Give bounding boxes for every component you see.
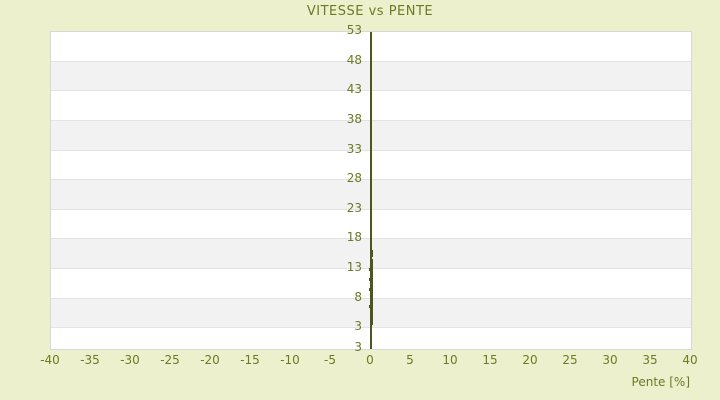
y-axis-line [370,32,372,349]
x-tick-label: 30 [602,353,618,367]
data-point [369,293,373,297]
data-point [370,251,374,255]
data-point [369,258,373,262]
x-tick-label: -20 [200,353,220,367]
y-tick-label: 18 [346,230,362,245]
y-tick-label: 33 [346,141,362,156]
data-point [369,271,373,275]
data-point [369,322,373,326]
data-point [370,319,374,323]
data-point [369,275,373,279]
x-axis-title: Pente [%] [631,375,690,389]
chart-title: VITESSE vs PENTE [306,4,434,19]
data-point [368,288,372,292]
data-point [369,300,373,304]
y-tick-label: 38 [346,111,362,126]
y-tick-label: 3 [354,319,362,334]
y-tick-label: 23 [346,200,362,215]
data-point [370,297,374,301]
data-point [369,314,373,318]
y-tick-label: 13 [346,260,362,274]
x-tick-label: 15 [482,353,498,367]
x-tick-label: -5 [324,353,336,367]
y-tick-label: 43 [346,82,362,97]
x-tick-label: 25 [562,353,578,367]
data-point [369,284,373,288]
data-point [369,249,373,253]
y-tick-label: 28 [346,171,362,186]
y-tick-label: 8 [354,289,362,304]
x-tick-label: -40 [40,353,60,367]
data-point [370,312,374,316]
data-point [369,310,373,314]
y-axis-min-label: 3 [354,340,362,354]
x-tick-label: -30 [120,353,140,367]
x-tick-label: 20 [522,353,538,367]
data-point [369,253,373,257]
x-tick-label: 40 [682,353,698,367]
y-tick-label: 53 [346,23,362,37]
data-point [369,308,373,312]
x-tick-label: 35 [642,353,658,367]
data-point [368,267,372,271]
x-tick-label: 10 [442,353,458,367]
data-point [370,260,374,264]
y-tick-label: 48 [346,52,362,67]
data-point [369,303,373,307]
x-tick-label: 0 [366,353,374,367]
x-tick-label: 5 [406,353,414,367]
data-point [369,316,373,320]
x-tick-label: -25 [160,353,180,367]
data-point [369,306,373,310]
plot-area [50,31,692,350]
data-point [369,279,373,283]
x-tick-label: -10 [280,353,300,367]
x-tick-label: -35 [80,353,100,367]
x-tick-label: -15 [240,353,260,367]
